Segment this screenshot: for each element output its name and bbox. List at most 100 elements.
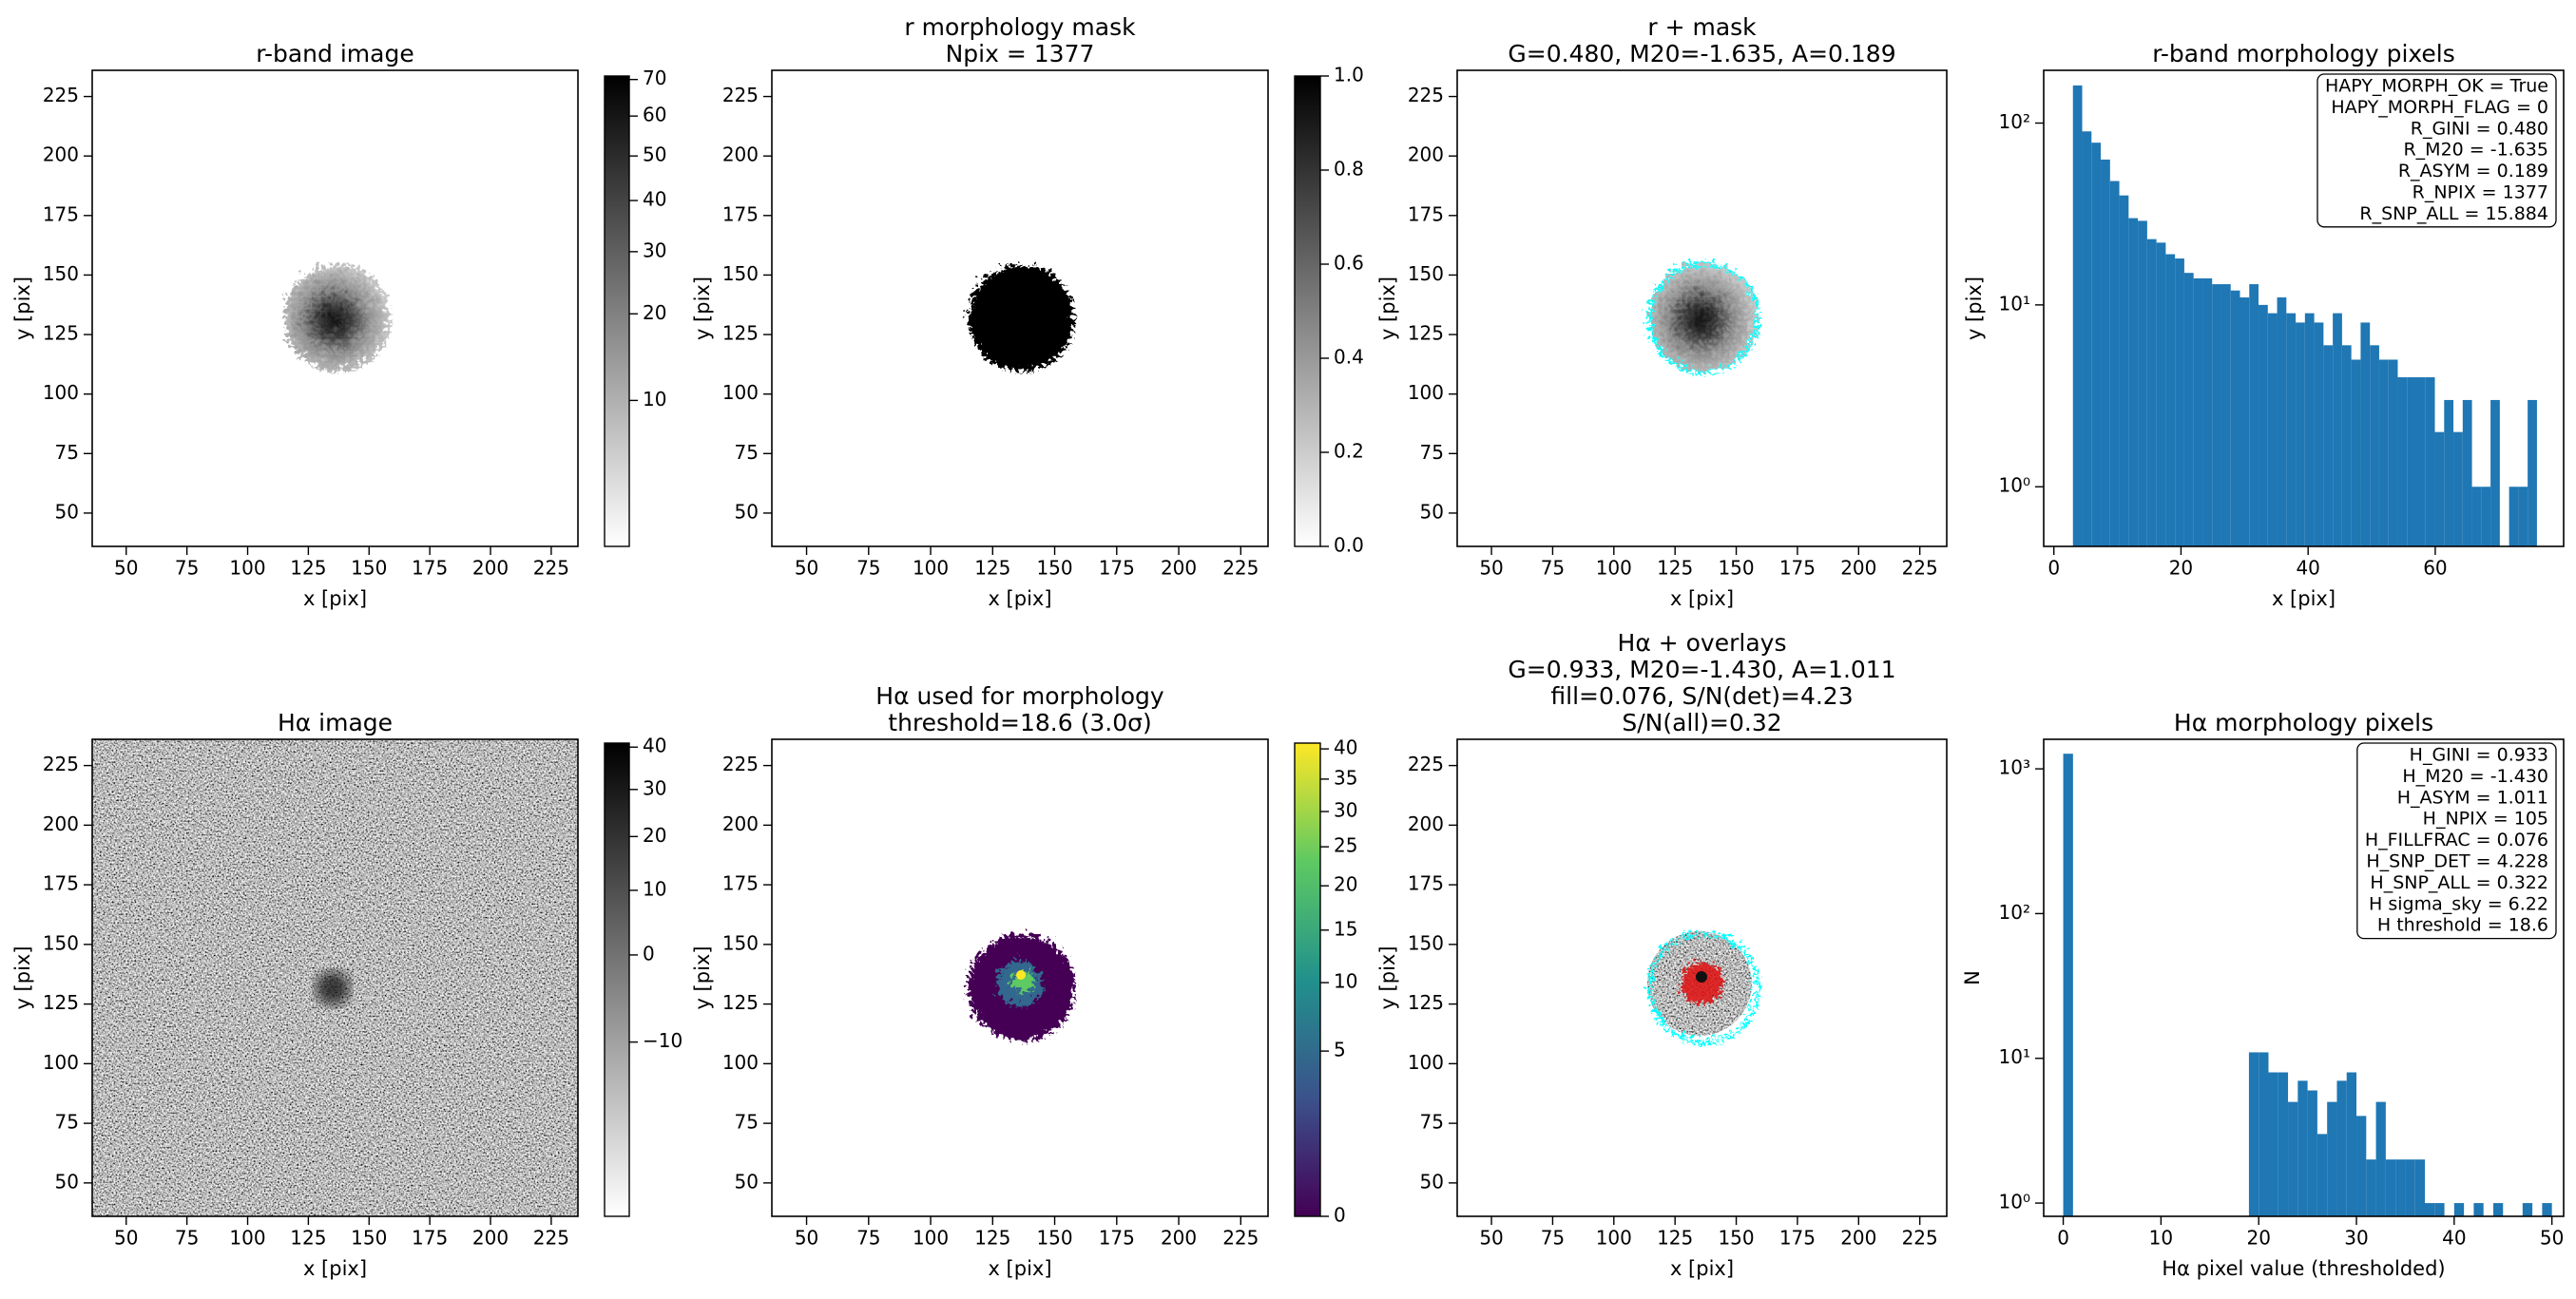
annotation-text: HAPY_MORPH_OK = True bbox=[2325, 76, 2548, 97]
chart-title: Hα used for morphology bbox=[875, 682, 1164, 710]
bar bbox=[2193, 277, 2203, 546]
bar bbox=[2248, 1052, 2259, 1216]
y-tick-label: 10⁰ bbox=[1999, 1191, 2030, 1213]
y-tick-label: 225 bbox=[43, 84, 79, 106]
colorbar-tick-label: 10 bbox=[643, 877, 666, 900]
bar bbox=[2220, 284, 2231, 546]
x-tick-label: 40 bbox=[2442, 1227, 2466, 1250]
x-axis-label: x [pix] bbox=[303, 1257, 367, 1280]
colorbar-tick-label: 5 bbox=[1334, 1039, 1346, 1061]
y-tick-label: 175 bbox=[722, 202, 759, 225]
bar bbox=[2101, 159, 2110, 546]
x-tick-label: 175 bbox=[412, 1227, 448, 1250]
y-axis-label: N bbox=[1961, 970, 1984, 985]
bar bbox=[2230, 290, 2240, 546]
bar bbox=[2366, 1159, 2376, 1216]
y-tick-label: 50 bbox=[1420, 500, 1444, 523]
chart-title: Npix = 1377 bbox=[946, 40, 1095, 67]
x-axis-label: x [pix] bbox=[2272, 587, 2336, 610]
bar bbox=[2481, 487, 2491, 546]
y-tick-label: 75 bbox=[735, 1111, 759, 1134]
x-tick-label: 200 bbox=[472, 1227, 509, 1250]
y-tick-label: 225 bbox=[43, 753, 79, 775]
x-tick-label: 225 bbox=[1902, 557, 1938, 580]
annotation-text: H_NPIX = 105 bbox=[2423, 809, 2548, 830]
axes-frame bbox=[1456, 69, 1948, 547]
x-tick-label: 50 bbox=[1479, 557, 1503, 580]
x-tick-label: 125 bbox=[290, 1227, 326, 1250]
colorbar-tick-label: 30 bbox=[643, 239, 666, 261]
x-tick-label: 150 bbox=[1036, 557, 1072, 580]
bar bbox=[2288, 1101, 2298, 1216]
chart-title: r + mask bbox=[1647, 13, 1757, 41]
x-axis-label: x [pix] bbox=[1670, 1257, 1734, 1280]
y-tick-label: 10¹ bbox=[1999, 292, 2030, 315]
annotation-text: H sigma_sky = 6.22 bbox=[2369, 893, 2548, 914]
annotation-text: H_GINI = 0.933 bbox=[2410, 745, 2548, 766]
chart-title: r-band image bbox=[256, 40, 413, 67]
x-tick-label: 10 bbox=[2149, 1227, 2173, 1250]
y-tick-label: 175 bbox=[722, 872, 759, 895]
bar bbox=[2388, 359, 2398, 546]
colorbar-tick-label: 1.0 bbox=[1334, 64, 1364, 86]
bar bbox=[2119, 195, 2129, 547]
colorbar-tick-label: 25 bbox=[1334, 834, 1357, 857]
bar bbox=[2146, 239, 2157, 547]
bar bbox=[2346, 1072, 2357, 1216]
bar bbox=[2492, 1203, 2504, 1216]
y-tick-label: 125 bbox=[43, 322, 79, 345]
annotation-text: R_GINI = 0.480 bbox=[2411, 118, 2548, 139]
bar bbox=[2378, 359, 2389, 546]
bar bbox=[2109, 181, 2120, 547]
x-tick-label: 175 bbox=[1099, 557, 1135, 580]
y-tick-label: 125 bbox=[722, 322, 759, 345]
bar bbox=[2327, 1101, 2337, 1216]
y-tick-label: 150 bbox=[722, 931, 759, 954]
annotation-text: H_FILLFRAC = 0.076 bbox=[2365, 830, 2548, 850]
bar bbox=[2240, 296, 2250, 546]
y-tick-label: 100 bbox=[722, 1051, 759, 1074]
bar bbox=[2259, 1052, 2269, 1216]
bar bbox=[2212, 284, 2221, 546]
y-tick-label: 75 bbox=[1420, 441, 1444, 464]
colorbar-tick-label: 10 bbox=[643, 388, 666, 411]
axes-frame bbox=[2043, 738, 2565, 1217]
colorbar-tick-label: 0 bbox=[643, 942, 655, 965]
x-tick-label: 50 bbox=[795, 1227, 818, 1250]
axes-frame bbox=[2043, 69, 2565, 547]
bar bbox=[2407, 377, 2416, 546]
bar bbox=[2082, 131, 2092, 546]
y-tick-label: 10² bbox=[1999, 901, 2030, 924]
y-tick-label: 200 bbox=[1408, 812, 1444, 835]
bar bbox=[2473, 1203, 2484, 1216]
chart-title: Hα + overlays bbox=[1618, 629, 1787, 657]
colorbar-tick-label: 40 bbox=[1334, 736, 1357, 759]
bar bbox=[2444, 399, 2454, 546]
bar bbox=[2509, 487, 2519, 546]
y-tick-label: 10⁰ bbox=[1999, 474, 2030, 497]
x-tick-label: 150 bbox=[1718, 1227, 1754, 1250]
y-tick-label: 175 bbox=[1408, 202, 1444, 225]
axes-frame bbox=[91, 738, 579, 1217]
annotation-text: H_ASYM = 1.011 bbox=[2397, 787, 2548, 808]
y-tick-label: 50 bbox=[1420, 1170, 1444, 1193]
x-tick-label: 75 bbox=[1541, 1227, 1565, 1250]
y-tick-label: 150 bbox=[1408, 262, 1444, 285]
colorbar-tick-label: 0 bbox=[1334, 1204, 1346, 1227]
x-axis-label: Hα pixel value (thresholded) bbox=[2162, 1257, 2445, 1280]
y-tick-label: 75 bbox=[55, 1111, 79, 1134]
y-tick-label: 125 bbox=[1408, 991, 1444, 1014]
r-band-galaxy bbox=[279, 260, 386, 367]
y-tick-label: 10² bbox=[1999, 110, 2030, 133]
x-tick-label: 75 bbox=[175, 1227, 199, 1250]
axes-frame bbox=[1456, 738, 1948, 1217]
bar bbox=[2304, 313, 2315, 546]
bar bbox=[2356, 1116, 2367, 1216]
annotation-frame bbox=[2356, 742, 2557, 940]
colorbar-tick-label: 0.6 bbox=[1334, 252, 1364, 275]
annotation-text: H_M20 = -1.430 bbox=[2402, 766, 2548, 787]
x-tick-label: 75 bbox=[1541, 557, 1565, 580]
annotation-text: H threshold = 18.6 bbox=[2377, 915, 2548, 936]
chart-title: r-band morphology pixels bbox=[2152, 40, 2455, 67]
